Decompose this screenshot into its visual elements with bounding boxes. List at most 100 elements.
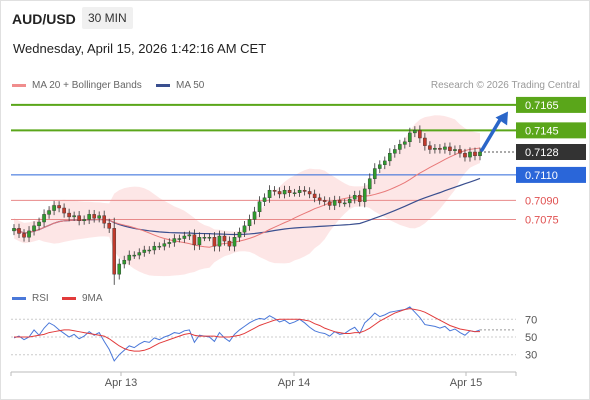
candle-body xyxy=(282,189,287,195)
candle-body xyxy=(22,233,26,238)
candle-body xyxy=(272,189,277,192)
x-tick-label: Apr 15 xyxy=(450,377,482,389)
candle-body xyxy=(372,168,377,179)
legend-rsi-label: RSI xyxy=(32,293,49,304)
rsi-level-label: 50 xyxy=(525,332,537,344)
resistance-tag xyxy=(516,96,586,113)
candle-body xyxy=(418,130,422,139)
candle-body xyxy=(448,146,452,151)
candle-body xyxy=(177,238,182,240)
candle-body xyxy=(147,249,152,252)
candle-body xyxy=(192,234,197,246)
candle-body xyxy=(182,235,187,239)
candle-body xyxy=(132,254,137,257)
legend-9ma-label: 9MA xyxy=(82,293,103,304)
candle-body xyxy=(403,141,407,145)
candle-body xyxy=(317,197,322,201)
candle-body xyxy=(42,214,46,223)
ma9-swatch xyxy=(62,297,76,300)
timeframe-badge[interactable]: 30 MIN xyxy=(82,7,133,29)
candle-body xyxy=(112,228,117,275)
legend-rsi: RSI xyxy=(12,293,49,304)
rsi-panel: 70 50 30 xyxy=(11,306,537,362)
candle-body xyxy=(47,210,51,215)
forecast-arrow xyxy=(480,111,508,152)
candle-body xyxy=(297,189,302,193)
candle-body xyxy=(37,221,41,227)
candle-body xyxy=(117,263,122,275)
candle-body xyxy=(453,149,457,151)
candle-body xyxy=(227,240,232,247)
candle-body xyxy=(32,225,36,232)
candle-body xyxy=(277,191,282,195)
candle-body xyxy=(202,237,207,239)
candle-body xyxy=(142,249,147,253)
candle-body xyxy=(438,147,442,150)
pivot-tag xyxy=(516,166,586,183)
candle-body xyxy=(247,219,252,227)
timestamp: Wednesday, April 15, 2026 1:42:16 AM CET xyxy=(13,41,267,56)
candle-body xyxy=(137,252,142,256)
candle-body xyxy=(197,237,202,246)
candle-body xyxy=(162,243,167,247)
resistance-tag xyxy=(516,122,586,139)
candle-body xyxy=(187,234,192,237)
candle-body xyxy=(423,137,427,146)
instrument-symbol: AUD/USD xyxy=(12,11,76,27)
candle-body xyxy=(357,195,362,202)
support-label: 0.7075 xyxy=(525,214,559,226)
candle-body xyxy=(212,237,217,247)
candle-body xyxy=(217,235,222,247)
candle-body xyxy=(62,207,66,214)
candle-body xyxy=(327,201,332,206)
forecast-arrow-shaft xyxy=(480,114,504,152)
candle-body xyxy=(52,205,56,211)
candle-body xyxy=(67,212,71,218)
candle-body xyxy=(82,219,86,221)
ma20-swatch xyxy=(12,84,26,87)
candle-body xyxy=(27,230,31,238)
candles xyxy=(12,125,482,285)
candle-body xyxy=(408,132,412,143)
price-labels: 0.7165 0.7145 0.7128 0.7110 0.7090 0.7075 xyxy=(516,96,586,226)
candle-body xyxy=(232,237,237,247)
legend-ma50: MA 50 xyxy=(156,80,204,91)
candle-body xyxy=(332,200,337,206)
candle-body xyxy=(252,211,257,220)
bollinger-band xyxy=(14,115,480,277)
candle-body xyxy=(347,198,352,204)
support-label: 0.7090 xyxy=(525,195,559,207)
candle-body xyxy=(257,201,262,213)
candle-body xyxy=(352,195,357,200)
candle-body xyxy=(367,178,372,190)
pivot-label: 0.7110 xyxy=(525,170,558,182)
candle-body xyxy=(362,188,367,202)
current-price-tag xyxy=(516,144,586,160)
candle-body xyxy=(172,238,177,243)
candle-body xyxy=(292,192,297,194)
ma50-swatch xyxy=(156,84,170,87)
x-tick-label: Apr 14 xyxy=(278,377,310,389)
candle-body xyxy=(262,197,267,202)
candle-body xyxy=(413,130,417,134)
candle-body xyxy=(207,237,212,239)
resistance-label: 0.7145 xyxy=(525,125,559,137)
legend-9ma: 9MA xyxy=(62,293,103,304)
candle-body xyxy=(57,205,61,209)
candle-body xyxy=(242,225,247,233)
x-axis: Apr 13 Apr 14 Apr 15 xyxy=(10,371,517,389)
legend-ma50-label: MA 50 xyxy=(176,80,205,91)
candle-body xyxy=(267,189,272,199)
candle-body xyxy=(342,202,347,205)
forecast-arrow-head xyxy=(495,111,508,126)
resistance-label: 0.7165 xyxy=(525,100,559,112)
candle-body xyxy=(72,215,76,218)
candle-body xyxy=(77,215,81,221)
research-credit: Research © 2026 Trading Central xyxy=(430,80,580,91)
candle-body xyxy=(127,254,132,261)
candle-body xyxy=(287,189,292,193)
candle-body xyxy=(122,259,127,265)
moving-averages xyxy=(13,147,481,248)
candle-body xyxy=(478,151,482,157)
